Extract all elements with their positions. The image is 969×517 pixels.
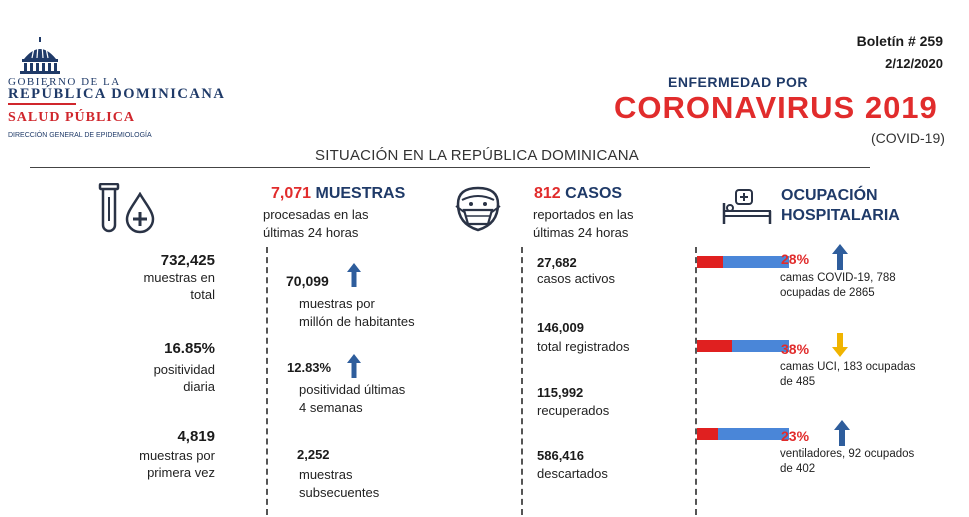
occupancy-detail: ocupadas de 2865 [780,287,875,299]
direccion-label: DIRECCIÓN GENERAL DE EPIDEMIOLOGÍA [8,132,152,139]
section-title: SITUACIÓN EN LA REPÚBLICA DOMINICANA [315,147,639,164]
stat-value: 115,992 [537,385,584,400]
ocupacion-heading-1: OCUPACIÓN [781,187,878,204]
stat-value: 16.85% [164,340,215,357]
stat-descartados: 586,416 descartados [537,448,608,482]
stat-label: muestras por [299,296,375,311]
occupancy-percent: 38% [781,341,810,357]
stat-label: positividad últimas [299,382,406,397]
bulletin-number: Boletín # 259 [856,33,943,49]
divider [8,103,76,105]
stat-total-registrados: 146,009 total registrados [537,320,630,355]
occupancy-detail: camas COVID-19, 788 [780,272,896,284]
occupancy-detail: camas UCI, 183 ocupadas [780,361,916,373]
stat-label: diaria [183,379,215,394]
casos-24h-value: 812 [534,185,561,202]
stat-label: recuperados [537,403,610,418]
column-divider [521,247,523,515]
stat-value: 70,099 [286,273,329,289]
bulletin-date: 2/12/2020 [885,56,943,71]
stat-value: 146,009 [537,320,584,335]
occupancy-bar-uci [697,340,789,352]
occupancy-detail: de 402 [780,463,816,475]
stat-value: 586,416 [537,448,584,463]
stat-label: subsecuentes [299,485,380,500]
gov-line-1: GOBIERNO DE LA [8,76,121,88]
arrow-up-icon [832,244,848,270]
occupancy-detail: de 485 [780,376,816,388]
stat-label: total registrados [537,339,630,354]
stat-positividad-diaria: 16.85% positividad diaria [154,340,215,395]
muestras-24h-value: 7,071 [271,185,312,202]
arrow-down-icon [832,333,848,357]
page-subtitle: (COVID-19) [871,130,945,146]
stat-value: 732,425 [160,252,215,269]
ocupacion-heading: OCUPACIÓN HOSPITALARIA [781,186,900,226]
arrow-up-icon [834,420,850,446]
muestras-heading: 7,071 MUESTRAS [271,185,405,203]
test-tube-icon [98,183,120,233]
government-seal-logo [20,37,60,74]
stat-label: millón de habitantes [299,314,415,329]
occupancy-bar-fill [697,428,719,440]
column-divider [266,247,268,515]
column-divider [695,247,697,515]
arrow-up-icon [347,354,361,378]
casos-heading: 812 CASOS [534,185,622,203]
gov-line-2: REPÚBLICA DOMINICANA [8,86,226,102]
occupancy-bar-camas [697,256,789,268]
muestras-sub-2: últimas 24 horas [263,225,359,240]
occupancy-percent: 28% [781,251,810,267]
stat-recuperados: 115,992 recuperados [537,385,609,419]
occupancy-bar-fill [697,340,732,352]
stat-value: 12.83% [287,360,332,375]
stat-value: 4,819 [177,428,215,445]
stat-label: 4 semanas [299,400,363,415]
muestras-sub-1: procesadas en las [263,207,369,222]
stat-label: muestras por [139,448,215,463]
muestras-heading-label: MUESTRAS [315,185,406,202]
stat-primera-vez: 4,819 muestras por primera vez [139,428,215,481]
casos-heading-label: CASOS [565,185,623,202]
stat-label: muestras [299,467,353,482]
stat-value: 2,252 [297,447,330,462]
disease-label: ENFERMEDAD POR [668,74,809,90]
stat-label: primera vez [147,465,215,480]
ocupacion-heading-2: HOSPITALARIA [781,207,900,224]
salud-publica-label: SALUD PÚBLICA [8,110,135,125]
stat-label: positividad [153,362,215,377]
stat-label: descartados [537,466,608,481]
blood-drop-icon [125,192,155,234]
stat-total-muestras: 732,425 muestras en total [143,252,215,303]
stat-label: casos activos [537,271,616,286]
stat-casos-activos: 27,682 casos activos [537,255,615,287]
casos-sub-1: reportados en las [533,207,634,222]
occupancy-bar-ventiladores [697,428,789,440]
stat-value: 27,682 [537,255,577,270]
hospital-bed-icon [722,189,772,224]
casos-sub-2: últimas 24 horas [533,225,629,240]
occupancy-detail: ventiladores, 92 ocupados [780,448,915,460]
occupancy-percent: 23% [781,428,810,444]
masked-patient-icon [455,186,501,232]
divider [30,167,870,168]
stat-label: muestras en [143,270,215,285]
stat-label: total [190,287,215,302]
arrow-up-icon [347,263,361,287]
occupancy-bar-fill [697,256,723,268]
page-title: CORONAVIRUS 2019 [614,90,938,125]
